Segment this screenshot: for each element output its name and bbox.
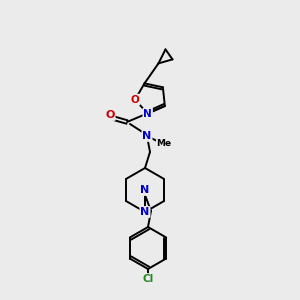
Text: N: N [140, 185, 150, 195]
Text: N: N [140, 207, 150, 217]
Text: Me: Me [156, 140, 172, 148]
Text: O: O [131, 95, 140, 105]
Text: N: N [143, 109, 152, 119]
Text: O: O [105, 110, 115, 120]
Text: Cl: Cl [142, 274, 154, 284]
Text: N: N [142, 131, 152, 141]
